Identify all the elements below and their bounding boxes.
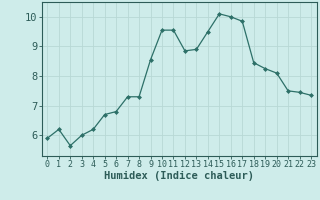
X-axis label: Humidex (Indice chaleur): Humidex (Indice chaleur)	[104, 171, 254, 181]
